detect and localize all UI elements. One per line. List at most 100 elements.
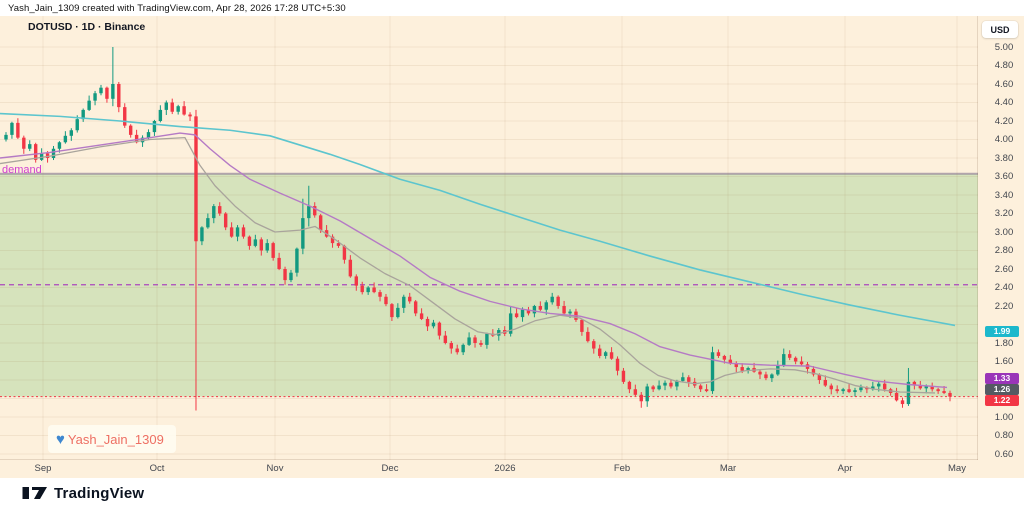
ma-mid-purple xyxy=(0,132,948,389)
time-axis-label: May xyxy=(948,463,966,474)
candle-body xyxy=(722,355,727,360)
candle-body xyxy=(247,236,252,246)
candle-body xyxy=(158,109,163,121)
price-tick-label: 4.00 xyxy=(994,134,1014,145)
chart-canvas[interactable]: demand xyxy=(0,16,978,460)
time-axis-label: Feb xyxy=(613,463,631,474)
plot-background xyxy=(0,16,978,460)
candle-body xyxy=(194,116,198,242)
candle-body xyxy=(75,119,79,131)
candle-body xyxy=(900,400,905,405)
price-tick-label: 3.80 xyxy=(994,152,1014,164)
candle-body xyxy=(170,102,174,112)
candle-body xyxy=(687,377,691,382)
candle-body xyxy=(663,382,667,386)
candle-body xyxy=(882,383,887,390)
price-tick-label: 2.80 xyxy=(994,245,1014,256)
candle-body xyxy=(835,389,839,392)
candle-body xyxy=(532,306,537,314)
candle-body xyxy=(105,87,109,99)
candle-body xyxy=(289,272,293,281)
candle-body xyxy=(912,381,917,386)
candle-body xyxy=(716,352,721,356)
candle-body xyxy=(443,335,448,343)
price-tick-label: 0.80 xyxy=(994,430,1014,441)
candle-body xyxy=(936,389,940,392)
candle-body xyxy=(758,371,762,375)
tradingview-brand-text: TradingView xyxy=(54,484,145,502)
candle-body xyxy=(728,359,733,364)
candle-body xyxy=(45,153,50,158)
candle-body xyxy=(301,218,305,249)
currency-toggle-button[interactable]: USD xyxy=(982,21,1018,38)
candle-body xyxy=(698,385,703,390)
candle-body xyxy=(906,381,911,405)
candle-body xyxy=(182,106,186,115)
candle-body xyxy=(467,337,471,345)
candle-body xyxy=(645,386,649,402)
price-badge: 1.26 xyxy=(985,383,1019,395)
price-tick-label: 3.20 xyxy=(994,208,1014,219)
candle-body xyxy=(390,304,394,318)
candle-body xyxy=(508,313,513,334)
symbol-title: DOTUSD · 1D · Binance xyxy=(28,21,146,33)
candle-body xyxy=(704,389,709,392)
candle-body xyxy=(134,134,139,143)
time-axis[interactable]: Sep Oct Nov Dec 2026 Feb Mar Apr May xyxy=(0,460,1024,478)
candle-body xyxy=(455,348,459,353)
candle-body xyxy=(817,374,822,380)
candle-body xyxy=(449,343,453,349)
candle-body xyxy=(99,87,103,94)
candle-body xyxy=(479,343,483,345)
candle-body xyxy=(485,333,489,345)
candle-body xyxy=(586,331,590,342)
candle-body xyxy=(544,302,548,310)
demand-zone-label: demand xyxy=(2,164,42,176)
candle-body xyxy=(39,153,44,160)
candle-body xyxy=(734,363,738,368)
candle-body xyxy=(461,344,465,353)
tradingview-logo[interactable]: TradingView xyxy=(22,485,144,502)
ma-slow-cyan xyxy=(0,112,956,327)
price-axis[interactable]: 5.00 4.80 4.60 4.40 4.20 4.00 3.80 3.60 3.40 3.20… xyxy=(978,16,1024,460)
candle-body xyxy=(859,387,863,391)
candle-body xyxy=(811,368,816,375)
price-tick-label: 2.60 xyxy=(994,263,1014,275)
candle-body xyxy=(384,296,388,305)
candle-body xyxy=(942,391,946,393)
candle-body xyxy=(307,206,311,219)
price-badge: 1.33 xyxy=(985,372,1019,384)
price-tick-label: 4.60 xyxy=(994,78,1014,90)
price-tick-label: 5.00 xyxy=(994,41,1014,53)
candle-body xyxy=(473,337,477,343)
candle-body xyxy=(277,257,281,269)
candle-body xyxy=(241,227,246,237)
candle-body xyxy=(538,306,543,310)
candle-body xyxy=(782,354,786,366)
price-tick-label: 3.00 xyxy=(994,226,1014,238)
candle-body xyxy=(918,385,923,389)
price-tick-label: 1.80 xyxy=(994,337,1014,349)
candle-body xyxy=(787,354,792,358)
candle-body xyxy=(318,215,323,231)
candle-body xyxy=(342,245,347,260)
candle-body xyxy=(330,236,335,244)
time-axis-label: Mar xyxy=(719,463,737,474)
candle-body xyxy=(402,296,406,308)
price-tick-label: 2.20 xyxy=(994,300,1014,312)
candle-body xyxy=(413,301,418,314)
candle-body xyxy=(609,352,614,359)
candle-body xyxy=(603,352,608,356)
candle-body xyxy=(372,287,376,293)
heart-icon: ♥ xyxy=(56,430,65,448)
candle-body xyxy=(313,206,317,216)
price-tick-label: 4.20 xyxy=(994,115,1014,127)
time-axis-label: Oct xyxy=(149,463,165,474)
candle-body xyxy=(419,313,424,319)
time-axis-label: Nov xyxy=(266,463,284,474)
candle-body xyxy=(22,137,26,149)
candle-body xyxy=(63,135,68,143)
candle-body xyxy=(764,374,768,379)
candle-body xyxy=(651,386,655,390)
candle-body xyxy=(360,285,364,293)
